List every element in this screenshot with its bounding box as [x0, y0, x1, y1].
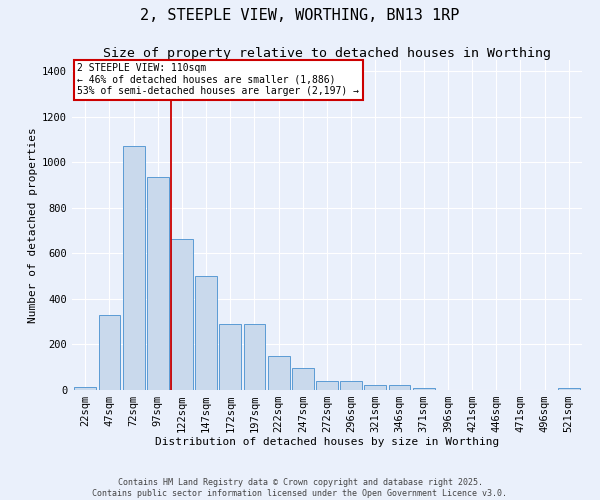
Bar: [98, 315, 121, 390]
Bar: [74, 386, 96, 390]
Bar: [195, 276, 217, 390]
Bar: [340, 381, 362, 390]
Text: Contains HM Land Registry data © Crown copyright and database right 2025.
Contai: Contains HM Land Registry data © Crown c…: [92, 478, 508, 498]
Bar: [123, 146, 145, 390]
Text: 2 STEEPLE VIEW: 110sqm
← 46% of detached houses are smaller (1,886)
53% of semi-: 2 STEEPLE VIEW: 110sqm ← 46% of detached…: [77, 64, 359, 96]
Y-axis label: Number of detached properties: Number of detached properties: [28, 127, 38, 323]
Title: Size of property relative to detached houses in Worthing: Size of property relative to detached ho…: [103, 47, 551, 60]
Bar: [389, 386, 410, 390]
Bar: [147, 177, 169, 390]
Bar: [558, 388, 580, 390]
Text: 2, STEEPLE VIEW, WORTHING, BN13 1RP: 2, STEEPLE VIEW, WORTHING, BN13 1RP: [140, 8, 460, 22]
Bar: [292, 368, 314, 390]
Bar: [171, 238, 193, 390]
Bar: [244, 324, 265, 390]
Bar: [268, 356, 290, 390]
Bar: [413, 388, 434, 390]
Bar: [220, 324, 241, 390]
Bar: [316, 381, 338, 390]
X-axis label: Distribution of detached houses by size in Worthing: Distribution of detached houses by size …: [155, 436, 499, 446]
Bar: [364, 386, 386, 390]
